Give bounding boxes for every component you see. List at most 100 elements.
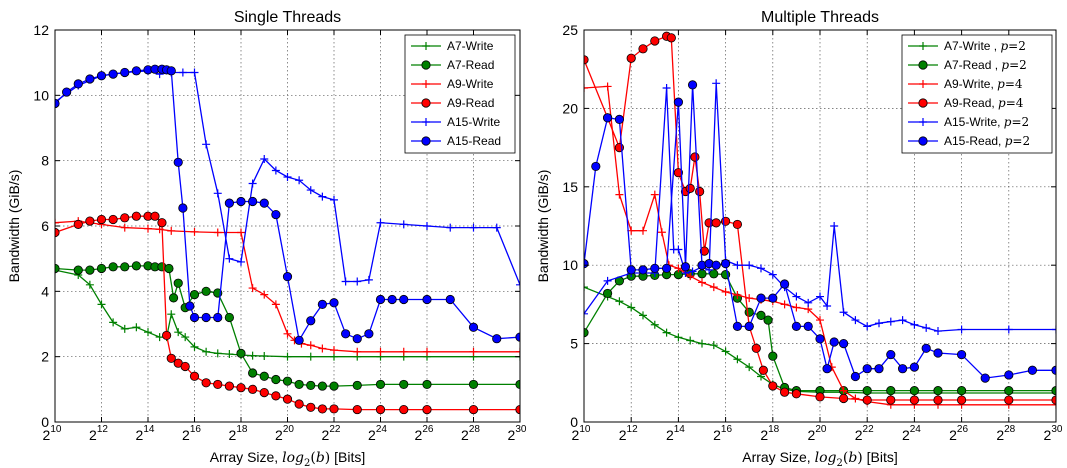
data-point <box>709 341 718 350</box>
data-point <box>1004 386 1014 396</box>
data-point <box>584 259 589 269</box>
data-point <box>167 226 176 235</box>
data-point <box>180 361 190 372</box>
x-tick-label: 224 <box>902 424 921 443</box>
data-point <box>688 267 697 276</box>
data-point <box>213 379 223 390</box>
legend-label: A7-Write , p=2 <box>944 39 1026 53</box>
data-point <box>862 395 872 405</box>
legend-label: A15-Read, p=2 <box>944 134 1030 148</box>
data-point <box>1051 365 1056 375</box>
data-point <box>886 317 895 326</box>
data-point <box>980 373 990 383</box>
y-tick-label: 20 <box>562 100 578 116</box>
data-point <box>650 190 659 199</box>
data-point <box>721 347 730 356</box>
data-point <box>446 223 455 232</box>
legend-box <box>404 34 516 154</box>
data-point <box>167 310 176 319</box>
data-point <box>699 246 709 256</box>
data-point <box>375 379 386 390</box>
data-point <box>584 309 588 318</box>
data-point <box>399 294 409 305</box>
series-a7-read <box>55 261 520 391</box>
x-tick-label: 216 <box>713 424 732 443</box>
x-tick-label: 220 <box>808 424 827 443</box>
data-point <box>271 391 281 401</box>
data-point <box>225 350 234 359</box>
data-point <box>271 300 280 309</box>
data-point <box>248 351 257 360</box>
data-point <box>422 294 432 305</box>
data-point <box>271 374 281 385</box>
data-point <box>909 395 920 405</box>
data-point <box>816 316 824 325</box>
data-point <box>650 320 659 329</box>
data-point <box>516 280 520 289</box>
x-tick-label: 224 <box>368 424 387 443</box>
data-point <box>779 279 790 289</box>
data-point <box>626 53 636 63</box>
data-point <box>201 286 211 296</box>
data-point <box>248 179 257 188</box>
data-point <box>120 223 129 232</box>
data-point <box>294 399 304 409</box>
data-point <box>399 220 408 229</box>
data-point <box>224 198 234 208</box>
legend-marker <box>919 80 927 88</box>
data-point <box>329 381 339 391</box>
data-point <box>720 216 731 226</box>
data-point <box>516 347 520 356</box>
data-point <box>709 269 719 279</box>
data-point <box>73 265 83 275</box>
data-point <box>674 245 683 254</box>
x-tick-label: 220 <box>275 424 294 443</box>
data-point <box>745 261 754 270</box>
data-point <box>744 307 754 317</box>
data-point <box>181 333 190 342</box>
data-point <box>674 264 683 273</box>
legend-marker <box>422 118 430 126</box>
data-point <box>306 186 315 195</box>
legend-marker <box>421 98 431 108</box>
data-point <box>468 404 479 415</box>
data-point <box>909 362 920 372</box>
data-point <box>73 79 83 89</box>
data-point <box>584 55 589 65</box>
data-point <box>399 379 409 390</box>
data-point <box>614 114 625 124</box>
chart-title: Single Threads <box>234 9 341 26</box>
data-point <box>662 328 671 337</box>
series-a15-read <box>584 80 1056 383</box>
data-point <box>236 348 246 358</box>
data-point <box>162 330 172 341</box>
data-point <box>283 173 292 181</box>
data-point <box>829 337 839 347</box>
data-point <box>213 189 222 198</box>
data-point <box>96 71 107 81</box>
data-point <box>283 352 292 361</box>
data-point <box>956 349 967 360</box>
data-point <box>131 211 141 221</box>
data-point <box>157 218 167 228</box>
data-point <box>236 196 246 207</box>
data-point <box>422 379 432 390</box>
data-point <box>1004 325 1013 334</box>
data-point <box>96 214 107 225</box>
data-point <box>108 69 118 79</box>
data-point <box>224 381 234 391</box>
data-point <box>657 228 666 237</box>
data-point <box>711 218 721 228</box>
data-point <box>173 278 183 288</box>
data-point <box>469 223 478 232</box>
y-axis-label: Bandwidth (GiB/s) <box>535 170 551 283</box>
y-tick-label: 12 <box>33 22 49 38</box>
data-point <box>627 303 636 312</box>
data-point <box>758 365 768 375</box>
data-point <box>1051 395 1056 405</box>
data-point <box>956 386 967 396</box>
data-point <box>756 293 766 303</box>
data-point <box>709 283 718 292</box>
legend-marker <box>919 118 927 126</box>
data-point <box>318 344 327 353</box>
